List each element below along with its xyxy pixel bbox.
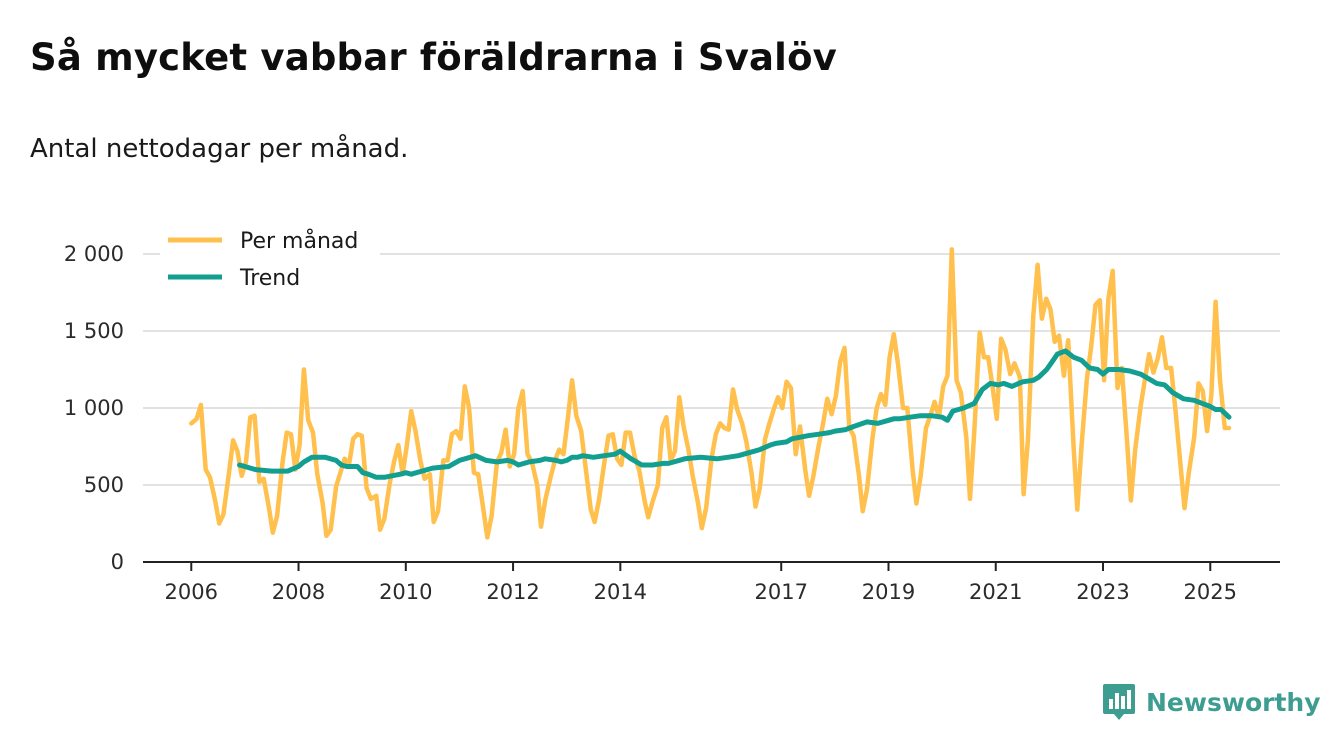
x-tick-label: 2019: [862, 580, 915, 604]
x-tick-label: 2023: [1076, 580, 1129, 604]
x-axis-ticks: 2006 2008 2010 2012 2014 2017 2019 2021 2023 2025: [165, 562, 1237, 604]
x-tick-label: 2021: [969, 580, 1022, 604]
x-tick-label: 2017: [754, 580, 807, 604]
x-tick-label: 2014: [594, 580, 647, 604]
newsworthy-logo[interactable]: Newsworthy: [1102, 682, 1321, 722]
y-tick-label: 1 000: [64, 396, 124, 420]
y-axis-ticks: 0 500 1 000 1 500 2 000: [64, 242, 124, 574]
y-tick-label: 0: [111, 550, 124, 574]
legend: Per månad Trend: [160, 222, 380, 296]
newsworthy-logo-icon: [1103, 684, 1135, 720]
series-lines: [189, 247, 1232, 540]
x-tick-label: 2012: [486, 580, 539, 604]
x-tick-label: 2010: [379, 580, 432, 604]
y-tick-label: 500: [84, 473, 124, 497]
y-tick-label: 1 500: [64, 319, 124, 343]
legend-label-per-manad: Per månad: [240, 228, 358, 254]
newsworthy-logo-text: Newsworthy: [1146, 687, 1321, 717]
chart-subtitle: Antal nettodagar per månad.: [30, 134, 409, 164]
chart-title: Så mycket vabbar föräldrarna i Svalöv: [30, 36, 838, 79]
legend-background: [160, 222, 380, 296]
series-line-trend: [237, 348, 1232, 480]
x-tick-label: 2008: [272, 580, 325, 604]
x-tick-label: 2006: [165, 580, 218, 604]
x-tick-label: 2025: [1184, 580, 1237, 604]
y-tick-label: 2 000: [64, 242, 124, 266]
legend-label-trend: Trend: [239, 266, 300, 291]
